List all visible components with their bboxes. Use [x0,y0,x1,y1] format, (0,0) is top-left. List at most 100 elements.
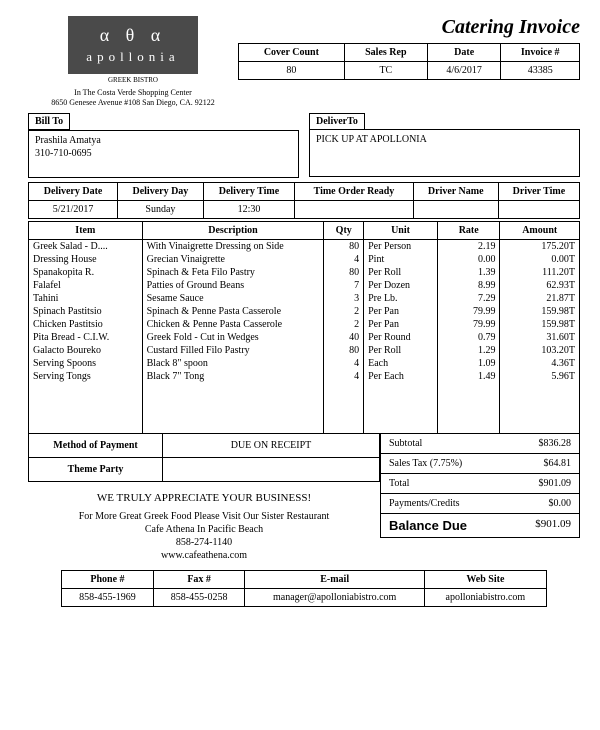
item-rate: 1.29 [437,344,499,357]
sister-restaurant-message: For More Great Greek Food Please Visit O… [28,510,380,562]
item-desc: Chicken & Penne Pasta Casserole [142,318,324,331]
deliver-to-text: PICK UP AT APOLLONIA [316,134,573,147]
delivery-schedule-table: Delivery Date Delivery Day Delivery Time… [28,182,580,219]
totals-block: Subtotal $836.28 Sales Tax (7.75%) $64.8… [380,434,580,562]
col-unit-label: Unit [364,222,438,240]
cover-count-label: Cover Count [239,44,345,62]
item-qty: 4 [324,253,364,266]
total-value: $901.09 [504,474,579,493]
fax-label: Fax # [153,571,245,589]
bill-to-name: Prashila Amatya [35,135,292,148]
payments-label: Payments/Credits [381,494,504,513]
subtotal-label: Subtotal [381,434,504,453]
address-blocks: Bill To Prashila Amatya 310-710-0695 Del… [28,113,580,178]
item-rate: 1.09 [437,357,499,370]
delivery-time-label: Delivery Time [203,183,295,201]
item-name: Pita Bread - C.I.W. [29,331,143,344]
item-amount: 159.98T [500,305,580,318]
item-qty: 2 [324,318,364,331]
item-qty: 4 [324,357,364,370]
invoice-number-label: Invoice # [501,44,580,62]
line-item-row: Greek Salad - D....With Vinaigrette Dres… [29,240,580,254]
title-and-meta: Catering Invoice Cover Count Sales Rep D… [238,16,580,80]
invoice-number-value: 43385 [501,62,580,80]
item-desc: Grecian Vinaigrette [142,253,324,266]
item-unit: Per Pan [364,318,438,331]
delivery-time-value: 12:30 [203,201,295,219]
item-rate: 2.19 [437,240,499,254]
driver-time-label: Driver Time [498,183,579,201]
document-title: Catering Invoice [238,16,580,39]
fax-value: 858-455-0258 [153,589,245,607]
address-line2: 8650 Genesee Avenue #108 San Diego, CA. … [28,98,238,108]
item-desc: Black 7" Tong [142,370,324,433]
item-name: Serving Spoons [29,357,143,370]
email-label: E-mail [245,571,424,589]
logo-greek-letters: α θ α [100,25,166,46]
item-qty: 80 [324,266,364,279]
line-item-row: Spanakopita R.Spinach & Feta Filo Pastry… [29,266,580,279]
delivery-date-label: Delivery Date [29,183,118,201]
footer-region: Method of Payment DUE ON RECEIPT Theme P… [28,434,580,562]
sister-line2: Cafe Athena In Pacific Beach [28,523,380,536]
item-amount: 111.20T [500,266,580,279]
col-qty-label: Qty [324,222,364,240]
item-unit: Per Roll [364,344,438,357]
bill-to-label: Bill To [28,113,70,130]
col-amount-label: Amount [500,222,580,240]
line-item-row: Chicken PastitsioChicken & Penne Pasta C… [29,318,580,331]
item-desc: Sesame Sauce [142,292,324,305]
item-amount: 21.87T [500,292,580,305]
balance-due-row: Balance Due $901.09 [380,514,580,538]
email-value: manager@apolloniabistro.com [245,589,424,607]
sales-rep-value: TC [344,62,427,80]
payment-method-value: DUE ON RECEIPT [163,434,380,458]
item-name: Serving Tongs [29,370,143,433]
item-amount: 103.20T [500,344,580,357]
item-qty: 7 [324,279,364,292]
item-desc: Patties of Ground Beans [142,279,324,292]
line-item-row: Galacto BourekoCustard Filled Filo Pastr… [29,344,580,357]
theme-party-label: Theme Party [28,458,163,482]
item-amount: 4.36T [500,357,580,370]
phone-value: 858-455-1969 [62,589,154,607]
item-rate: 1.39 [437,266,499,279]
phone-label: Phone # [62,571,154,589]
item-desc: Custard Filled Filo Pastry [142,344,324,357]
line-item-row: Dressing HouseGrecian Vinaigrette4Pint0.… [29,253,580,266]
item-rate: 79.99 [437,305,499,318]
payments-value: $0.00 [504,494,579,513]
item-unit: Per Each [364,370,438,433]
delivery-day-value: Sunday [118,201,204,219]
driver-name-label: Driver Name [413,183,498,201]
item-desc: Black 8" spoon [142,357,324,370]
item-desc: Spinach & Feta Filo Pastry [142,266,324,279]
item-rate: 7.29 [437,292,499,305]
website-label: Web Site [424,571,546,589]
item-amount: 5.96T [500,370,580,433]
payment-method-row: Method of Payment DUE ON RECEIPT [28,434,380,458]
item-rate: 0.79 [437,331,499,344]
item-qty: 4 [324,370,364,433]
sales-rep-label: Sales Rep [344,44,427,62]
item-unit: Per Dozen [364,279,438,292]
item-unit: Pre Lb. [364,292,438,305]
item-unit: Each [364,357,438,370]
driver-time-value [498,201,579,219]
time-ready-label: Time Order Ready [295,183,413,201]
sister-line1: For More Great Greek Food Please Visit O… [28,510,380,523]
deliver-to-block: DeliverTo PICK UP AT APOLLONIA [309,113,580,178]
deliver-to-body: PICK UP AT APOLLONIA [309,129,580,177]
item-amount: 175.20T [500,240,580,254]
time-ready-value [295,201,413,219]
item-qty: 2 [324,305,364,318]
line-item-row: Spinach PastitsioSpinach & Penne Pasta C… [29,305,580,318]
delivery-date-value: 5/21/2017 [29,201,118,219]
sister-phone: 858-274-1140 [28,536,380,549]
logo-block: α θ α apollonia GREEK BISTRO In The Cost… [28,16,238,107]
subtotal-row: Subtotal $836.28 [380,434,580,454]
address-line1: In The Costa Verde Shopping Center [28,88,238,98]
line-item-row: Pita Bread - C.I.W.Greek Fold - Cut in W… [29,331,580,344]
item-desc: Greek Fold - Cut in Wedges [142,331,324,344]
theme-party-value [163,458,380,482]
